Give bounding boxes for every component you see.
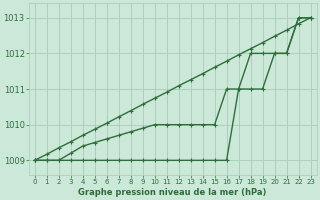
X-axis label: Graphe pression niveau de la mer (hPa): Graphe pression niveau de la mer (hPa) <box>78 188 267 197</box>
